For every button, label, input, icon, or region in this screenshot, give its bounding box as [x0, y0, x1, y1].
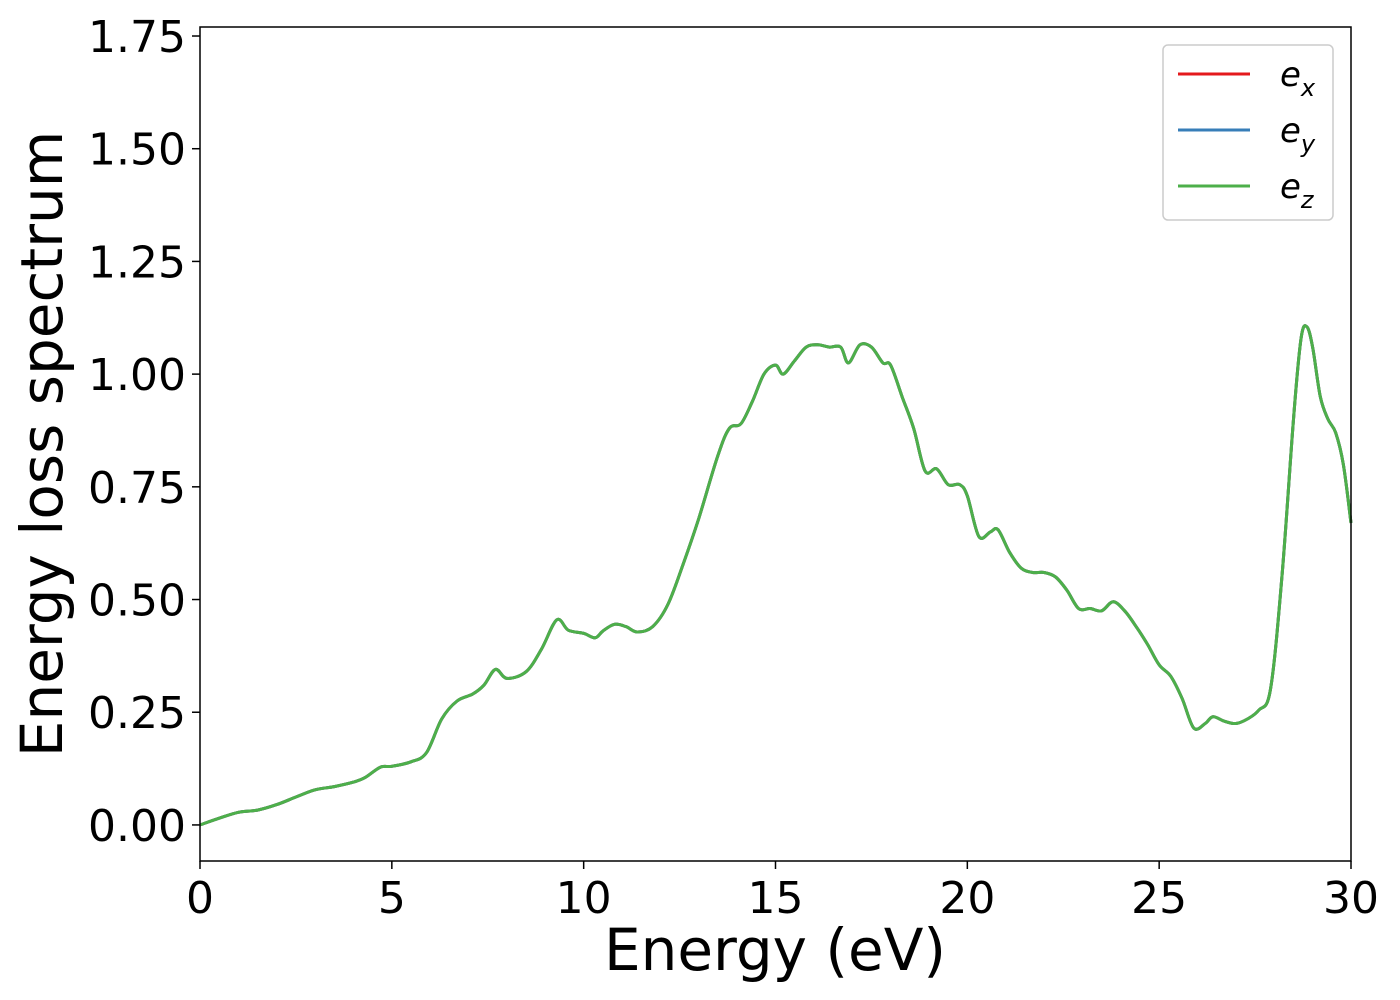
legend-box	[1162, 44, 1334, 221]
x-axis: 0 5 10 15 20 25 30	[186, 861, 1379, 924]
y-axis-title: Energy loss spectrum	[8, 131, 76, 757]
legend-label: ex	[1280, 55, 1316, 102]
y-tick-label: 0.50	[88, 576, 186, 627]
x-tick-label: 25	[1131, 873, 1187, 924]
series-layer	[199, 324, 1353, 827]
x-tick-label: 20	[939, 873, 995, 924]
series-line-e-z	[199, 324, 1353, 827]
legend-label: ez	[1280, 167, 1315, 214]
y-tick-label: 1.75	[88, 12, 186, 63]
y-tick-label: 0.25	[88, 688, 186, 739]
y-tick-label: 0.00	[88, 801, 186, 852]
x-tick-label: 5	[378, 873, 406, 924]
y-tick-label: 1.00	[88, 350, 186, 401]
y-tick-label: 1.25	[88, 237, 186, 288]
y-tick-label: 1.50	[88, 125, 186, 176]
x-tick-label: 10	[556, 873, 612, 924]
y-tick-label: 0.75	[88, 463, 186, 514]
x-tick-label: 30	[1323, 873, 1379, 924]
x-tick-label: 15	[748, 873, 804, 924]
series-line-e-y	[199, 324, 1353, 827]
y-axis: 0.00 0.25 0.50 0.75 1.00 1.25 1.50 1.75	[88, 12, 200, 852]
x-axis-title: Energy (eV)	[604, 916, 946, 984]
legend: ex ey ez	[1162, 44, 1334, 221]
series-line-e-x	[199, 324, 1353, 827]
x-tick-label: 0	[186, 873, 214, 924]
legend-label: ey	[1280, 111, 1316, 158]
